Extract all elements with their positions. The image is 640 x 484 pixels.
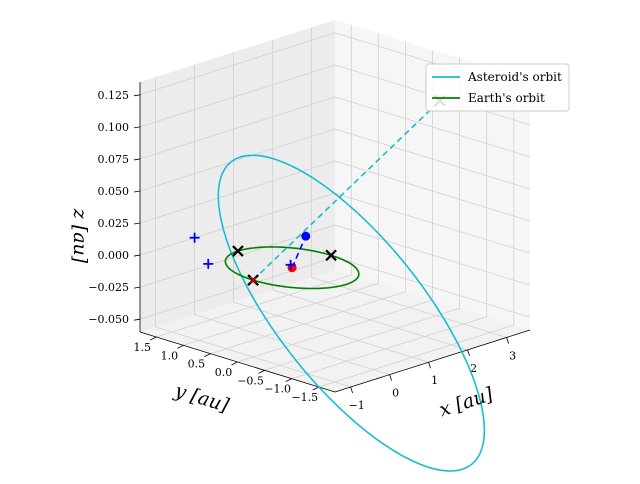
node-cross-marker (325, 249, 337, 262)
dashed-line (291, 235, 307, 269)
z-tick (133, 126, 141, 129)
y-tick-label: 1.0 (161, 349, 179, 362)
x-tick (506, 337, 509, 344)
grid-line-x (272, 39, 468, 351)
grid-line-x (194, 64, 390, 375)
y-tick-label: −1.5 (291, 391, 318, 404)
y-axis-label: y [au] (171, 379, 232, 417)
x-axis-line (334, 329, 531, 393)
cross-stroke (232, 245, 244, 257)
y-tick-label: 0.5 (188, 358, 206, 371)
y-tick-label: 1.5 (134, 341, 152, 354)
z-axis-label: z [au] (69, 208, 91, 264)
y-tick (204, 353, 211, 358)
grid-line-x (155, 77, 351, 388)
z-tick (133, 254, 141, 257)
back-pane-y (140, 20, 335, 332)
z-tick (133, 286, 141, 289)
z-tick (133, 222, 141, 225)
asteroid-orbit-line (217, 154, 486, 472)
grid-line-y (318, 75, 515, 388)
tick-labels: −1 0 1 2 3 1.5 1.0 0.5 0.0 −0.5−1.0−1.5 0.125 0.100… (88, 89, 516, 412)
legend: Asteroid's orbit Earth's orbit (425, 63, 570, 112)
z-tick (133, 318, 141, 321)
y-tick (312, 386, 319, 391)
x-tick-label: 3 (509, 349, 516, 362)
z-tick-label: 0.075 (98, 153, 130, 166)
grid-line-y (264, 58, 461, 371)
x-tick (467, 349, 470, 356)
grid-line-y (156, 25, 352, 338)
y-tick (285, 378, 292, 383)
z-tick-label: −0.050 (88, 313, 129, 326)
grid-line-x (233, 52, 429, 363)
plus-marker (203, 258, 214, 269)
z-tick (133, 158, 141, 161)
y-tick-label: 0.0 (215, 366, 233, 379)
z-tick-label: 0.000 (98, 249, 130, 262)
z-tick-label: 0.050 (98, 185, 130, 198)
y-tick (258, 369, 265, 374)
y-tick (150, 336, 157, 341)
grid-line-z (139, 224, 531, 288)
x-tick (428, 362, 431, 369)
x-axis-label: x [au] (437, 383, 497, 421)
x-tick (350, 386, 353, 394)
node-cross-marker (232, 245, 244, 257)
x-tick-label: −1 (348, 399, 364, 412)
node-cross-red-marker (247, 274, 259, 286)
z-tick-label: 0.125 (98, 89, 130, 102)
z-tick (133, 190, 141, 193)
grid-line-x (311, 27, 507, 338)
tick-marks (133, 94, 509, 394)
y-tick-label: −0.5 (237, 374, 264, 387)
x-tick-label: 1 (431, 374, 438, 387)
cross-stroke (325, 249, 337, 262)
y-tick (177, 344, 184, 349)
legend-box (425, 63, 570, 112)
plus-marker (189, 232, 200, 243)
z-tick (133, 94, 141, 97)
x-tick-label: 2 (470, 362, 477, 375)
dashed-line (252, 100, 441, 281)
cross-stroke-red (249, 276, 257, 284)
plus-marker (285, 259, 296, 270)
z-tick-label: 0.100 (98, 121, 130, 134)
grid-line-z (139, 96, 531, 160)
y-tick (231, 361, 238, 366)
legend-label-earth: Earth's orbit (468, 91, 545, 105)
grid-line-z (139, 160, 531, 224)
legend-label-asteroid: Asteroid's orbit (467, 70, 562, 84)
y-tick-label: −1.0 (264, 383, 291, 396)
z-tick-label: −0.025 (88, 281, 129, 294)
x-tick-label: 0 (392, 387, 399, 400)
grid-line-y (291, 66, 488, 380)
grid-line-y (183, 33, 379, 346)
grid-line-z (139, 128, 531, 192)
x-tick (389, 374, 392, 381)
asteroid-marker (301, 231, 311, 241)
z-tick-label: 0.025 (98, 217, 130, 230)
